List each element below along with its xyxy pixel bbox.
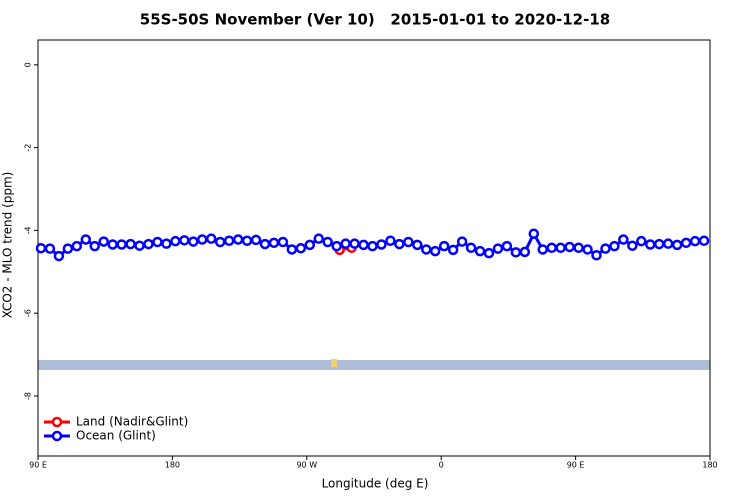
- point: [582, 244, 593, 255]
- point: [618, 234, 629, 245]
- point: [232, 234, 244, 245]
- point: [286, 244, 298, 255]
- point: [474, 245, 486, 257]
- point: [609, 240, 620, 252]
- point: [447, 244, 459, 256]
- point: [394, 238, 405, 250]
- point: [277, 236, 289, 248]
- point: [403, 236, 414, 248]
- point: [680, 237, 692, 249]
- point: [241, 235, 253, 247]
- x-tick-label: 180: [702, 461, 717, 470]
- point: [170, 235, 181, 247]
- point: [313, 233, 324, 244]
- point: [519, 246, 531, 258]
- point: [223, 235, 235, 247]
- point: [385, 235, 396, 247]
- point: [152, 236, 163, 248]
- legend-label: Ocean (Glint): [76, 429, 156, 443]
- point: [62, 243, 74, 254]
- point: [134, 240, 145, 251]
- legend-marker: [51, 416, 63, 428]
- point: [546, 242, 557, 254]
- point: [188, 236, 199, 247]
- x-tick-label: 90 E: [567, 461, 585, 470]
- point: [501, 240, 513, 252]
- x-tick-label: 90 W: [296, 461, 317, 470]
- point: [295, 242, 307, 254]
- point: [483, 247, 495, 259]
- point: [259, 238, 271, 250]
- point: [304, 239, 316, 251]
- point: [438, 240, 450, 252]
- point: [465, 242, 477, 254]
- point: [627, 240, 638, 251]
- point: [161, 238, 172, 249]
- point: [143, 238, 154, 250]
- point: [689, 235, 701, 247]
- point: [564, 241, 575, 253]
- x-tick-label: 180: [165, 461, 180, 470]
- legend-label: Land (Nadir&Glint): [76, 415, 188, 429]
- point: [53, 250, 65, 262]
- point: [367, 240, 378, 252]
- point: [80, 234, 92, 245]
- point: [205, 233, 217, 244]
- point: [340, 238, 351, 249]
- point: [179, 235, 190, 246]
- point: [698, 235, 710, 247]
- point: [376, 239, 387, 250]
- point: [510, 247, 522, 258]
- x-axis-label: Longitude (deg E): [322, 477, 429, 491]
- point: [662, 238, 674, 249]
- point: [600, 243, 611, 254]
- x-tick-label: 0: [439, 461, 444, 470]
- point: [421, 244, 432, 255]
- point: [492, 243, 504, 254]
- point: [429, 245, 441, 257]
- chart-title: 55S-50S November (Ver 10) 2015-01-01 to …: [140, 11, 610, 29]
- y-tick-label: 0: [24, 62, 33, 67]
- point: [35, 242, 47, 254]
- point: [456, 236, 468, 247]
- point: [653, 238, 665, 250]
- point: [528, 228, 540, 239]
- point: [250, 234, 262, 246]
- point: [358, 239, 369, 251]
- y-axis-label: XCO2 - MLO trend (ppm): [1, 172, 15, 319]
- x-tick-label: 90 E: [29, 461, 47, 470]
- legend-marker: [51, 430, 63, 442]
- point: [214, 236, 226, 248]
- y-tick-label: -6: [24, 309, 33, 317]
- point: [44, 243, 56, 254]
- point: [636, 235, 647, 247]
- y-tick-label: -4: [24, 226, 33, 234]
- map-strip: [38, 360, 710, 370]
- y-tick-label: -8: [24, 392, 33, 400]
- point: [98, 236, 109, 247]
- point: [107, 239, 118, 250]
- point: [671, 239, 683, 251]
- map-land: [331, 359, 337, 367]
- point: [268, 237, 280, 249]
- point: [89, 240, 100, 252]
- point: [125, 238, 136, 250]
- point: [555, 242, 566, 254]
- point: [197, 234, 208, 245]
- point: [573, 242, 584, 254]
- point: [591, 249, 602, 261]
- y-tick-label: -2: [24, 144, 33, 152]
- point: [322, 236, 333, 248]
- point: [116, 239, 127, 250]
- point: [645, 239, 656, 250]
- point: [349, 238, 360, 249]
- point: [412, 239, 423, 251]
- point: [71, 240, 83, 252]
- point: [537, 244, 548, 255]
- point: [331, 240, 342, 252]
